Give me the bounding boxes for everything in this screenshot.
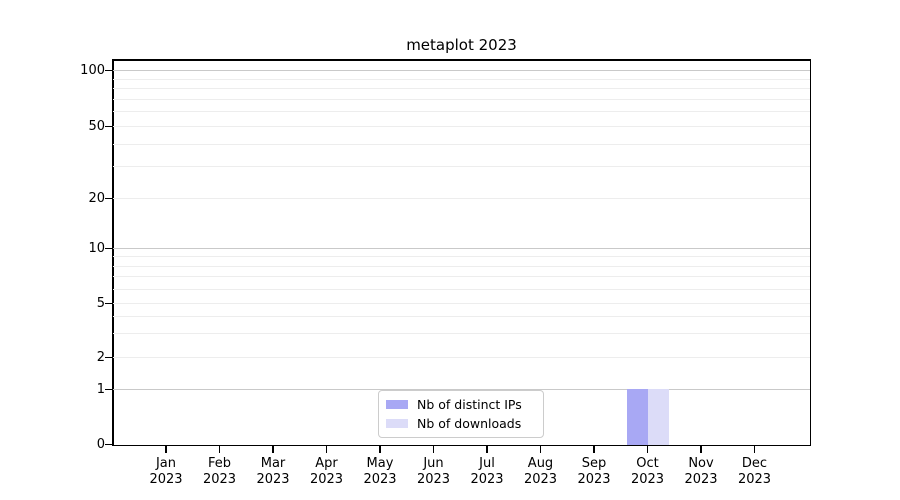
y-gridline-minor xyxy=(113,265,810,267)
y-gridline-minor xyxy=(113,126,810,127)
axis-spine-top xyxy=(112,59,811,61)
x-tick-mark xyxy=(165,446,167,453)
x-tick-year: 2023 xyxy=(470,471,504,487)
legend-label: Nb of distinct IPs xyxy=(417,397,522,412)
x-tick-month: Jan xyxy=(155,456,177,471)
x-tick-year: 2023 xyxy=(309,471,344,487)
y-gridline-minor xyxy=(113,78,810,80)
x-tick-month: Aug xyxy=(527,456,554,471)
x-axis-tick-label: Feb 2023 xyxy=(185,456,255,487)
y-gridline-minor xyxy=(113,143,810,145)
y-gridline-minor xyxy=(113,276,810,278)
x-tick-mark xyxy=(218,446,221,453)
legend-row: Nb of distinct IPs xyxy=(386,397,535,412)
y-gridline-minor xyxy=(113,333,810,335)
x-tick-month: Oct xyxy=(636,456,659,471)
y-gridline-minor xyxy=(113,88,810,90)
y-tick-mark xyxy=(105,125,112,127)
axis-spine-bottom xyxy=(112,444,811,446)
y-gridline-minor xyxy=(113,288,810,290)
y-tick-mark xyxy=(105,302,112,304)
y-gridline-minor xyxy=(113,198,810,199)
y-gridline-minor xyxy=(113,316,810,318)
x-tick-year: 2023 xyxy=(363,471,397,487)
x-tick-mark xyxy=(646,446,649,453)
y-tick-mark xyxy=(105,388,112,390)
plot-area: Nb of distinct IPs Nb of downloads 0 1 2 5 10… xyxy=(80,59,811,487)
x-tick-year: 2023 xyxy=(149,471,183,487)
y-axis-tick-label: 0 xyxy=(96,436,105,452)
x-axis-tick-label: Jan 2023 xyxy=(131,456,201,487)
x-tick-year: 2023 xyxy=(416,471,451,487)
legend-label: Nb of downloads xyxy=(417,416,522,431)
x-tick-mark xyxy=(325,446,328,453)
x-tick-mark xyxy=(700,446,702,453)
x-tick-year: 2023 xyxy=(256,471,290,487)
x-tick-month: Mar xyxy=(260,456,286,471)
y-axis-tick-label: 50 xyxy=(88,118,105,134)
x-axis-tick-label: May 2023 xyxy=(345,456,415,487)
x-tick-month: Feb xyxy=(207,456,232,471)
y-tick-mark xyxy=(105,443,112,445)
y-tick-mark xyxy=(105,356,112,358)
legend-swatch-nb-of-distinct-ips xyxy=(386,400,408,409)
y-gridline-minor xyxy=(113,166,810,168)
x-tick-mark xyxy=(753,446,756,453)
y-gridline-major xyxy=(113,248,810,249)
y-gridline-minor xyxy=(113,111,810,113)
y-gridline-major xyxy=(113,389,810,390)
bar-nb-of-distinct-ips-oct-2023 xyxy=(626,389,648,445)
y-gridline-major xyxy=(113,70,810,71)
legend-row: Nb of downloads xyxy=(386,416,535,431)
chart-title: metaplot 2023 xyxy=(406,36,517,54)
y-gridline-minor xyxy=(113,256,810,258)
x-tick-year: 2023 xyxy=(684,471,718,487)
y-axis-tick-label: 20 xyxy=(88,190,105,206)
x-tick-month: Jul xyxy=(479,456,495,471)
x-tick-year: 2023 xyxy=(577,471,611,487)
x-tick-mark xyxy=(379,446,381,453)
x-tick-year: 2023 xyxy=(523,471,558,487)
x-tick-month: Nov xyxy=(688,456,714,471)
x-tick-month: Dec xyxy=(741,456,768,471)
axis-spine-right xyxy=(809,59,811,446)
y-axis-tick-label: 100 xyxy=(80,62,105,78)
x-tick-mark xyxy=(593,446,595,453)
legend-swatch-nb-of-downloads xyxy=(386,419,408,428)
x-tick-mark xyxy=(432,446,435,453)
x-axis-tick-label: Dec 2023 xyxy=(720,456,790,487)
x-tick-year: 2023 xyxy=(737,471,772,487)
y-axis-tick-label: 2 xyxy=(96,349,105,365)
y-axis-tick-label: 5 xyxy=(96,295,105,311)
bar-nb-of-downloads-oct-2023 xyxy=(647,389,669,445)
x-axis-tick-label: Aug 2023 xyxy=(506,456,576,487)
y-gridline-minor xyxy=(113,98,810,100)
y-tick-mark xyxy=(105,197,112,199)
legend: Nb of distinct IPs Nb of downloads xyxy=(378,390,544,438)
x-axis-tick-label: Jun 2023 xyxy=(399,456,469,487)
y-gridline-minor xyxy=(113,303,810,304)
x-tick-month: Apr xyxy=(315,456,338,471)
x-tick-month: May xyxy=(366,456,394,471)
x-tick-mark xyxy=(539,446,542,453)
x-tick-year: 2023 xyxy=(202,471,237,487)
y-axis-tick-label: 1 xyxy=(96,381,105,397)
y-axis-tick-label: 10 xyxy=(88,240,105,256)
x-tick-month: Jun xyxy=(423,456,444,471)
x-tick-mark xyxy=(272,446,274,453)
x-axis-tick-label: Sep 2023 xyxy=(559,456,629,487)
y-tick-mark xyxy=(105,69,112,71)
x-axis-tick-label: Apr 2023 xyxy=(292,456,362,487)
y-gridline-minor xyxy=(113,357,810,358)
x-tick-mark xyxy=(486,446,488,453)
y-tick-mark xyxy=(105,247,112,249)
x-axis-tick-label: Oct 2023 xyxy=(613,456,683,487)
axis-spine-left xyxy=(112,59,114,446)
x-axis-tick-label: Mar 2023 xyxy=(238,456,308,487)
x-tick-month: Sep xyxy=(581,456,607,471)
x-axis-tick-label: Jul 2023 xyxy=(452,456,522,487)
x-axis-tick-label: Nov 2023 xyxy=(666,456,736,487)
x-tick-year: 2023 xyxy=(630,471,665,487)
